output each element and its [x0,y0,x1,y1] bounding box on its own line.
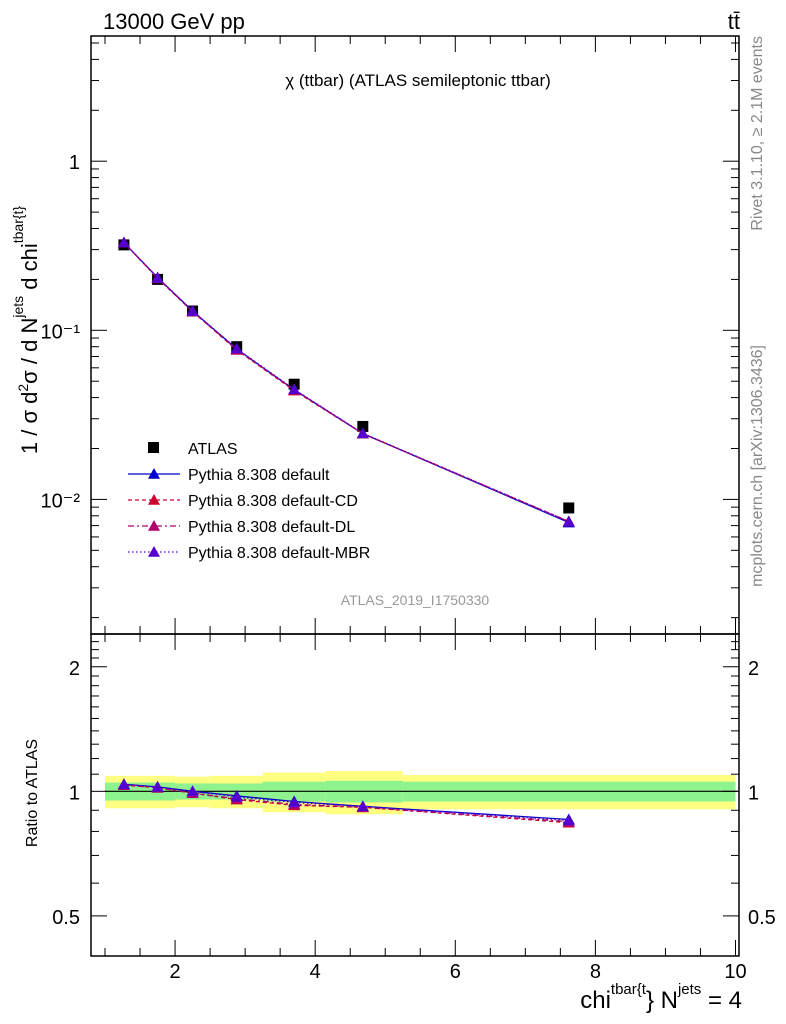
marker-mbr [356,427,369,439]
ratio-marker-mbr [117,778,130,790]
marker-mbr [186,305,199,316]
x-tick-label: 8 [590,961,601,983]
svg-text:1 / σ d2σ / d Njets d chitbar{: 1 / σ d2σ / d Njets d chitbar{t} [10,206,42,455]
plot-title: χ (ttbar) (ATLAS semileptonic ttbar) [285,71,551,90]
legend-marker-cd [148,494,160,505]
marker-mbr [117,236,130,248]
y-tick-label-main: 10⁻¹ [41,321,81,343]
y-tick-label-main: 10⁻² [41,490,81,512]
y-tick-label-main: 1 [69,152,80,174]
legend-label-dl: Pythia 8.308 default-DL [188,519,355,536]
marker-mbr [151,271,164,283]
ratio-panel: 0.5 0.5 1 1 2 2 2 4 6 8 10 [52,633,776,983]
ratio-axis-ticks: 0.5 0.5 1 1 2 2 2 4 6 8 10 [52,634,776,983]
y-tick-label-ratio: 1 [69,782,80,804]
header-left: 13000 GeV pp [103,9,245,34]
ratio-marker-mbr [230,790,243,802]
legend-marker-default [148,468,160,479]
legend: ATLAS Pythia 8.308 default Pythia 8.308 de… [128,441,370,562]
ratio-marker-mbr [151,780,164,792]
y-tick-label-ratio-right: 0.5 [748,907,776,929]
legend-marker-atlas [148,442,159,453]
data-point-atlas [563,502,575,514]
legend-label-default: Pythia 8.308 default [188,467,330,484]
ratio-marker-mbr [186,785,199,797]
x-tick-label: 6 [450,961,461,983]
legend-label-mbr: Pythia 8.308 default-MBR [188,545,370,562]
watermark: ATLAS_2019_I1750330 [341,592,490,608]
x-tick-label: 10 [724,961,746,983]
ratio-marker-mbr [562,814,575,826]
header-right: tt̄ [728,9,740,34]
ratio-marker-mbr [288,796,301,808]
ratio-marker-mbr [356,800,369,812]
y-tick-label-ratio-right: 2 [748,658,759,680]
ratio-frame [90,633,740,957]
x-tick-label: 2 [170,961,181,983]
main-axis-ticks: 1 10⁻¹ 10⁻² [41,36,739,634]
main-y-label: 1 / σ d2σ / d Njets d chitbar{t} [10,206,42,455]
legend-label-cd: Pythia 8.308 default-CD [188,493,358,510]
main-panel: 1 10⁻¹ 10⁻² χ (ttbar) (ATLAS semileptonic … [41,35,740,635]
site-text: mcplots.cern.ch [arXiv:1306.3436] [749,345,766,587]
x-tick-label: 4 [310,961,321,983]
legend-marker-mbr [148,546,160,557]
y-tick-label-ratio: 2 [69,658,80,680]
legend-label-data: ATLAS [188,441,238,458]
data-point-atlas [357,420,369,432]
marker-mbr [230,342,243,354]
ratio-y-label: Ratio to ATLAS [24,739,41,847]
y-tick-label-ratio: 0.5 [52,907,80,929]
marker-mbr [288,383,301,395]
x-axis-label: chitbar{t} Njets = 4 [580,981,742,1014]
legend-marker-dl [148,520,160,531]
main-plot-area [117,236,575,528]
y-tick-label-ratio-right: 1 [748,782,759,804]
marker-mbr [562,515,575,527]
rivet-text: Rivet 3.1.10, ≥ 2.1M events [749,36,766,231]
ratio-plot-area [105,770,739,828]
